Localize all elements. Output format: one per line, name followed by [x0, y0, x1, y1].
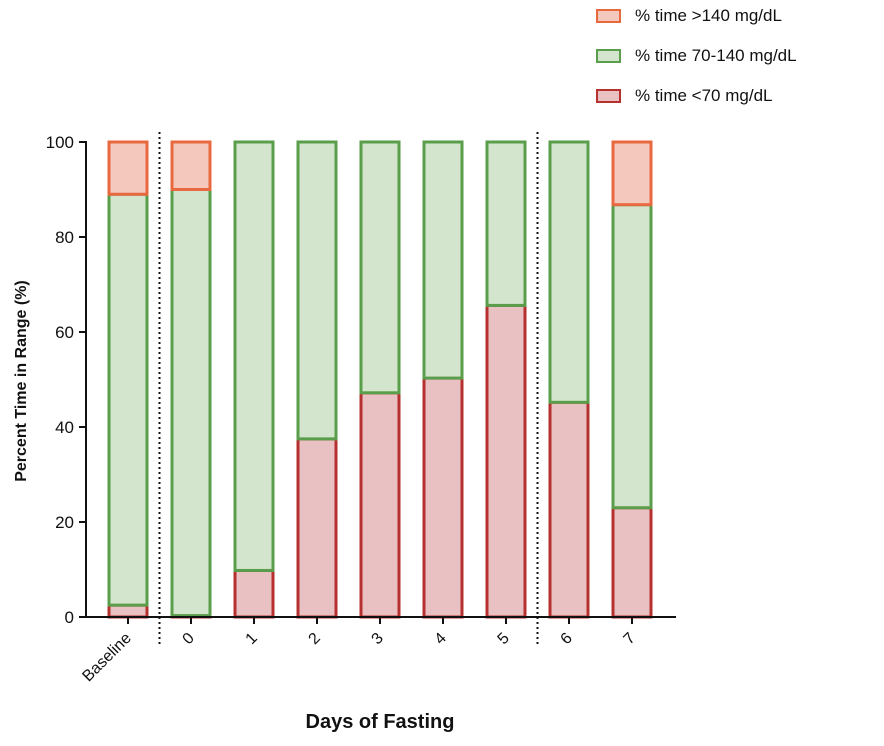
- x-tick-label-baseline: Baseline: [79, 630, 134, 685]
- bar-segment-baseline-series-0: [107, 603, 149, 619]
- bar-segment-baseline-series-2: [107, 140, 149, 196]
- bar-segment-0-series-1: [170, 188, 212, 618]
- x-tick-label-1: 1: [243, 630, 261, 648]
- bar-segment-4-series-0: [422, 376, 464, 619]
- x-tick-label-5: 5: [495, 630, 513, 648]
- bar-segment-2-series-1: [296, 140, 338, 441]
- legend-swatch: [596, 89, 621, 103]
- x-tick-label-3: 3: [369, 630, 387, 648]
- bar-segment-5-series-0: [485, 303, 527, 619]
- bar-segment-6-series-1: [548, 140, 590, 404]
- bar-segment-7-series-2: [611, 140, 653, 207]
- legend-label: % time >140 mg/dL: [635, 6, 782, 25]
- x-tick-label-4: 4: [432, 630, 450, 648]
- legend-item: % time 70-140 mg/dL: [596, 46, 797, 66]
- bar-segment-0-series-2: [170, 140, 212, 191]
- bar-segment-5-series-1: [485, 140, 527, 307]
- legend-label: % time 70-140 mg/dL: [635, 46, 797, 65]
- bar-segment-7-series-0: [611, 506, 653, 619]
- legend-item: % time <70 mg/dL: [596, 86, 797, 106]
- separators-layer: [158, 132, 539, 646]
- legend-item: % time >140 mg/dL: [596, 6, 797, 26]
- bar-segment-1-series-0: [233, 568, 275, 619]
- y-tick-label: 40: [55, 418, 74, 437]
- x-axis-title: Days of Fasting: [306, 711, 455, 733]
- bar-segment-6-series-0: [548, 400, 590, 619]
- legend-swatch: [596, 9, 621, 23]
- legend-swatch: [596, 49, 621, 63]
- y-tick-label: 20: [55, 513, 74, 532]
- bars-layer: [107, 140, 653, 619]
- y-tick-label: 0: [65, 608, 74, 627]
- bar-segment-1-series-1: [233, 140, 275, 572]
- bar-segment-3-series-1: [359, 140, 401, 395]
- y-axis-title: Percent Time in Range (%): [13, 280, 30, 482]
- bar-segment-7-series-1: [611, 203, 653, 510]
- y-tick-label: 60: [55, 323, 74, 342]
- legend-label: % time <70 mg/dL: [635, 86, 773, 105]
- bar-segment-4-series-1: [422, 140, 464, 380]
- legend: % time >140 mg/dL % time 70-140 mg/dL % ti…: [596, 6, 797, 126]
- y-tick-label: 100: [46, 133, 74, 152]
- y-tick-label: 80: [55, 228, 74, 247]
- bar-segment-3-series-0: [359, 391, 401, 619]
- x-tick-label-2: 2: [306, 630, 324, 648]
- x-tick-label-0: 0: [180, 630, 198, 648]
- x-tick-label-7: 7: [621, 630, 639, 648]
- bar-segment-2-series-0: [296, 437, 338, 619]
- bar-segment-baseline-series-1: [107, 192, 149, 607]
- x-tick-label-6: 6: [558, 630, 576, 648]
